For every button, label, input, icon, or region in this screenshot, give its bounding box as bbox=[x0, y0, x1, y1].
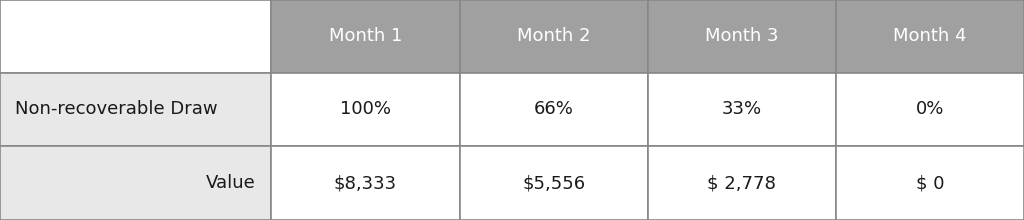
Bar bbox=[460, 0, 647, 73]
Text: Month 4: Month 4 bbox=[893, 27, 967, 45]
Bar bbox=[271, 73, 460, 146]
Text: $8,333: $8,333 bbox=[334, 174, 397, 192]
Bar bbox=[836, 0, 1024, 73]
Text: Value: Value bbox=[206, 174, 256, 192]
Bar bbox=[0, 0, 271, 73]
Bar bbox=[0, 146, 271, 220]
Bar bbox=[271, 0, 460, 73]
Text: Non-recoverable Draw: Non-recoverable Draw bbox=[15, 101, 218, 118]
Bar bbox=[0, 73, 271, 146]
Text: Month 1: Month 1 bbox=[329, 27, 402, 45]
Text: 0%: 0% bbox=[915, 101, 944, 118]
Bar bbox=[648, 146, 836, 220]
Bar bbox=[460, 73, 647, 146]
Text: $ 2,778: $ 2,778 bbox=[708, 174, 776, 192]
Text: Month 2: Month 2 bbox=[517, 27, 591, 45]
Bar bbox=[648, 0, 836, 73]
Bar bbox=[836, 146, 1024, 220]
Bar bbox=[648, 73, 836, 146]
Text: 33%: 33% bbox=[722, 101, 762, 118]
Text: $5,556: $5,556 bbox=[522, 174, 585, 192]
Bar bbox=[836, 73, 1024, 146]
Text: 100%: 100% bbox=[340, 101, 391, 118]
Text: $ 0: $ 0 bbox=[915, 174, 944, 192]
Text: Month 3: Month 3 bbox=[705, 27, 778, 45]
Bar bbox=[271, 146, 460, 220]
Bar bbox=[460, 146, 647, 220]
Text: 66%: 66% bbox=[534, 101, 573, 118]
